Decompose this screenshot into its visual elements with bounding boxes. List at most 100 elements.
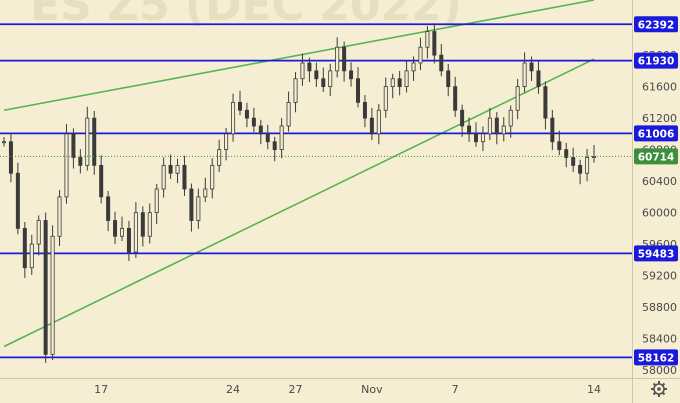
candle: [335, 37, 340, 78]
level-badge-62392: 62392: [634, 16, 678, 33]
candle: [196, 188, 201, 229]
candle: [126, 220, 131, 261]
time-tick-label: 7: [452, 383, 459, 396]
candle: [224, 128, 229, 161]
price-badges: 62392 61930 61006 59483 58162 60714: [634, 16, 678, 366]
candle: [161, 157, 166, 198]
svg-text:59483: 59483: [638, 248, 675, 260]
candle: [182, 155, 187, 196]
candle: [175, 158, 180, 184]
candle: [418, 37, 423, 71]
price-tick-label: 61600: [642, 81, 677, 94]
candle: [2, 137, 7, 147]
watermark-text: ES Z5 (DEC 2022): [30, 0, 462, 31]
candle: [536, 61, 541, 94]
candle: [543, 81, 548, 130]
candle: [494, 112, 499, 145]
settings-gear-icon[interactable]: [651, 381, 667, 397]
candle: [265, 124, 270, 150]
candle: [522, 52, 527, 93]
last-price-badge: 60714: [634, 148, 678, 165]
candle: [71, 128, 76, 169]
candle: [29, 234, 34, 275]
candle: [446, 63, 451, 97]
candle: [508, 105, 513, 138]
candle: [286, 91, 291, 132]
candle: [550, 110, 555, 151]
candle: [251, 107, 256, 133]
candle: [571, 147, 576, 173]
candle: [515, 78, 520, 120]
trend-lines: [3, 0, 595, 348]
time-tick-label: 27: [289, 383, 303, 396]
candle: [487, 107, 492, 141]
candle: [376, 104, 381, 145]
candle: [36, 215, 41, 256]
candle: [293, 72, 298, 113]
candle: [321, 67, 326, 92]
candle: [189, 183, 194, 232]
candle: [314, 62, 319, 88]
time-tick-label: 17: [94, 383, 108, 396]
candle: [585, 148, 590, 182]
level-badge-58162: 58162: [634, 349, 678, 366]
candle: [529, 56, 534, 81]
candle: [22, 221, 27, 278]
candle: [432, 23, 437, 64]
candle: [92, 110, 97, 175]
candle: [57, 190, 62, 247]
candle: [99, 155, 104, 204]
candle: [85, 106, 90, 171]
candle: [244, 102, 249, 128]
level-badge-61006: 61006: [634, 125, 678, 142]
svg-text:62392: 62392: [638, 19, 675, 31]
candle: [307, 57, 312, 83]
candle: [15, 162, 20, 235]
time-tick-label: Nov: [361, 383, 383, 396]
candle: [425, 26, 430, 59]
candle: [8, 134, 13, 183]
candle: [106, 190, 111, 232]
candle: [397, 70, 402, 96]
candle: [140, 206, 145, 247]
candle: [272, 136, 277, 162]
candle: [147, 203, 152, 244]
price-candles: [2, 23, 597, 363]
candle: [383, 77, 388, 118]
candle: [168, 154, 173, 179]
candle: [328, 63, 333, 97]
trend-line-2[interactable]: [3, 58, 595, 348]
candle: [369, 107, 374, 141]
candle: [210, 158, 215, 199]
candle: [480, 126, 485, 151]
candle: [258, 119, 263, 145]
time-tick-label: 14: [587, 383, 601, 396]
price-tick-label: 58800: [642, 301, 677, 314]
level-badge-61930: 61930: [634, 52, 678, 69]
trend-line-1[interactable]: [3, 0, 595, 112]
candle: [467, 117, 472, 142]
candle: [564, 142, 569, 168]
candle: [64, 124, 69, 204]
candle: [154, 183, 159, 225]
candle: [557, 130, 562, 156]
candle: [113, 211, 118, 244]
candle: [473, 122, 478, 147]
candle: [355, 67, 360, 108]
candle: [217, 139, 222, 172]
candle: [120, 216, 125, 242]
level-badge-59483: 59483: [634, 245, 678, 262]
price-tick-label: 58000: [642, 364, 677, 377]
candle: [411, 56, 416, 81]
candle: [349, 62, 354, 87]
time-axis[interactable]: 17 24 27 Nov 7 14: [0, 378, 680, 397]
candle: [342, 41, 347, 82]
price-tick-label: 59200: [642, 270, 677, 283]
candle: [237, 90, 242, 116]
candle: [78, 149, 83, 174]
candle: [50, 225, 55, 360]
candle: [460, 104, 465, 137]
